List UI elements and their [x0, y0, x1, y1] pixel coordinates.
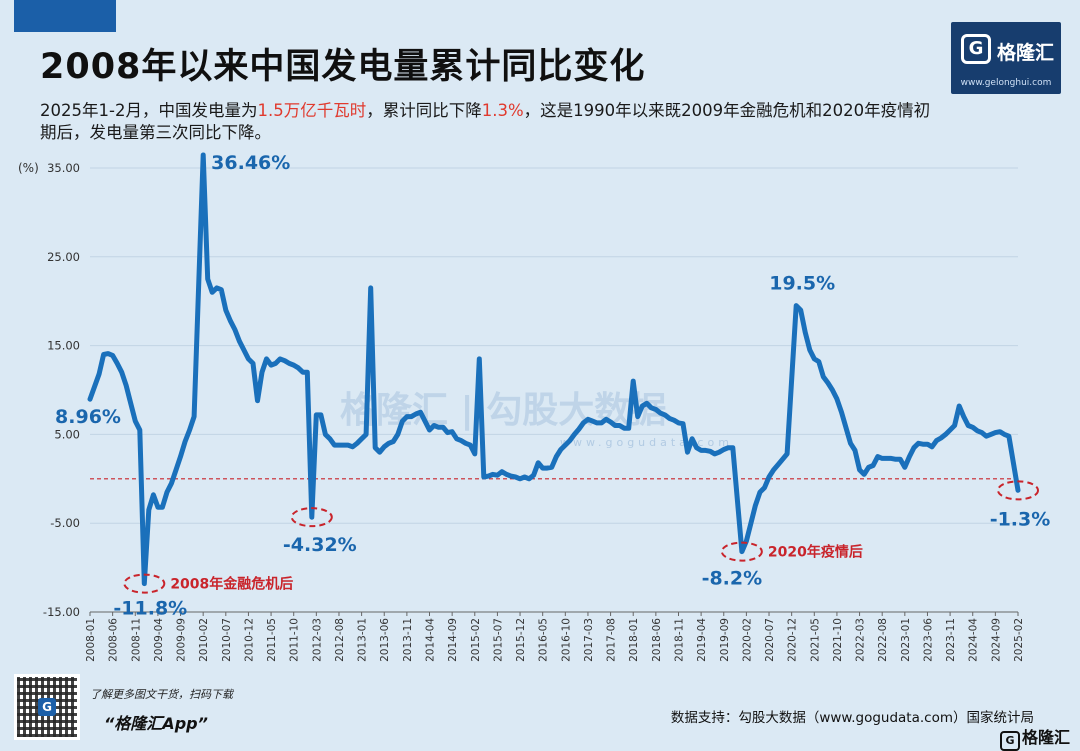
subtitle-text-2: ，累计同比下降 — [366, 101, 482, 120]
annotation-circle — [290, 507, 333, 528]
y-unit-label: (%) — [18, 161, 39, 175]
chart-title: 2008年以来中国发电量累计同比变化 — [40, 47, 646, 87]
x-tick-label: 2016-05 — [538, 618, 550, 662]
y-axis: (%) 35.00 25.00 15.00 5.00 -5.00 -15.00 — [18, 161, 1018, 619]
value-label: 36.46% — [211, 152, 290, 174]
value-label: -1.3% — [990, 508, 1051, 530]
qr-code[interactable]: G — [14, 674, 80, 740]
x-tick-label: 2021-10 — [832, 618, 844, 662]
x-tick-label: 2022-03 — [855, 618, 867, 662]
y-tick-label: 15.00 — [47, 339, 80, 353]
x-tick-label: 2011-05 — [266, 618, 278, 662]
logo-name: 格隆汇 — [997, 42, 1055, 64]
x-tick-label: 2019-04 — [696, 618, 708, 662]
subtitle-highlight-rate: 1.3% — [481, 101, 524, 120]
x-tick-label: 2023-01 — [900, 618, 912, 662]
annotation-circle — [720, 541, 763, 562]
x-axis: 2008-01 2008-06 2008-11 2009-04 2009-09 2010-… — [85, 611, 1025, 662]
x-tick-label: 2013-11 — [402, 618, 414, 662]
series-layer — [87, 152, 1021, 587]
x-tick-label: 2017-03 — [583, 618, 595, 662]
x-tick-label: 2010-02 — [198, 618, 210, 662]
x-tick-label: 2014-09 — [447, 618, 459, 662]
watermark-url: www.gogudata.com — [560, 436, 733, 449]
bottom-logo-g-icon: G — [999, 731, 1020, 751]
x-tick-label: 2024-04 — [968, 618, 980, 662]
logo-url: www.gelonghui.com — [960, 78, 1052, 88]
annotation-circle — [123, 573, 166, 594]
x-tick-label: 2008-11 — [130, 618, 142, 662]
value-label: -8.2% — [702, 568, 763, 590]
x-tick-label: 2022-08 — [877, 618, 889, 662]
x-tick-label: 2008-01 — [85, 618, 97, 662]
app-name: “格隆汇App” — [104, 714, 208, 733]
y-tick-label: 25.00 — [47, 250, 80, 264]
x-tick-label: 2019-09 — [719, 618, 731, 662]
x-tick-label: 2018-01 — [628, 618, 640, 662]
value-label: 8.96% — [55, 406, 121, 428]
bottom-logo-text: 格隆汇 — [1021, 728, 1070, 747]
annotation-label: 2020年疫情后 — [768, 544, 863, 561]
x-tick-label: 2008-06 — [108, 618, 120, 662]
x-tick-label: 2015-07 — [492, 618, 504, 662]
x-tick-label: 2013-06 — [379, 618, 391, 662]
bottom-logo: G 格隆汇 — [999, 724, 1070, 751]
x-tick-label: 2010-12 — [243, 618, 255, 662]
data-source: 数据支持：勾股大数据（www.gogudata.com）国家统计局 — [670, 710, 1034, 726]
x-tick-label: 2018-06 — [651, 618, 663, 662]
x-tick-label: 2011-10 — [289, 618, 301, 662]
x-tick-label: 2009-09 — [176, 618, 188, 662]
y-tick-label: -5.00 — [50, 516, 80, 530]
x-tick-label: 2015-12 — [515, 618, 527, 662]
x-tick-label: 2014-04 — [425, 618, 437, 662]
x-tick-label: 2023-06 — [922, 618, 934, 662]
x-tick-label: 2025-02 — [1013, 618, 1025, 662]
x-tick-label: 2012-03 — [311, 618, 323, 662]
logo-g-icon: G — [961, 34, 991, 64]
annotation-label: 2008年金融危机后 — [170, 576, 293, 593]
x-tick-label: 2020-02 — [741, 618, 753, 662]
x-tick-label: 2023-11 — [945, 618, 957, 662]
subtitle-text-1: 2025年1-2月，中国发电量为 — [40, 101, 258, 120]
x-tick-label: 2021-05 — [809, 618, 821, 662]
x-tick-label: 2017-08 — [606, 618, 618, 662]
x-tick-label: 2020-07 — [764, 618, 776, 662]
value-label: -11.8% — [113, 598, 187, 620]
y-tick-label: 5.00 — [54, 427, 80, 441]
corner-tab — [14, 0, 116, 32]
value-label: -4.32% — [283, 534, 357, 556]
series-line — [87, 152, 1021, 587]
x-tick-label: 2016-10 — [560, 618, 572, 662]
qr-note: 了解更多图文干货，扫码下载 — [90, 688, 233, 701]
y-tick-label: -15.00 — [43, 605, 80, 619]
gelonghui-logo[interactable]: G 格隆汇 www.gelonghui.com — [951, 22, 1061, 94]
value-label: 19.5% — [769, 273, 835, 295]
x-tick-label: 2010-07 — [221, 618, 233, 662]
x-tick-label: 2024-09 — [990, 618, 1002, 662]
annotation-layer: 2008年金融危机后 2020年疫情后 8.96% -11.8% 36.46% -4.32… — [55, 152, 1050, 620]
x-tick-label: 2012-08 — [334, 618, 346, 662]
x-tick-label: 2009-04 — [153, 618, 165, 662]
x-tick-label: 2013-01 — [357, 618, 369, 662]
subtitle-highlight-volume: 1.5万亿千瓦时 — [257, 101, 367, 120]
y-tick-label: 35.00 — [47, 161, 80, 175]
x-tick-label: 2018-11 — [673, 618, 685, 662]
annotation-circle — [997, 480, 1039, 501]
x-tick-label: 2020-12 — [787, 618, 799, 662]
x-tick-label: 2015-02 — [470, 618, 482, 662]
chart-subtitle: 2025年1-2月，中国发电量为1.5万亿千瓦时，累计同比下降1.3%，这是19… — [40, 100, 940, 144]
subtitle-text-3: ，这是1990年以来既2009年金融危机和2020年疫情初期后，发电量第三次同比… — [40, 101, 931, 142]
qr-logo-icon: G — [38, 698, 56, 716]
